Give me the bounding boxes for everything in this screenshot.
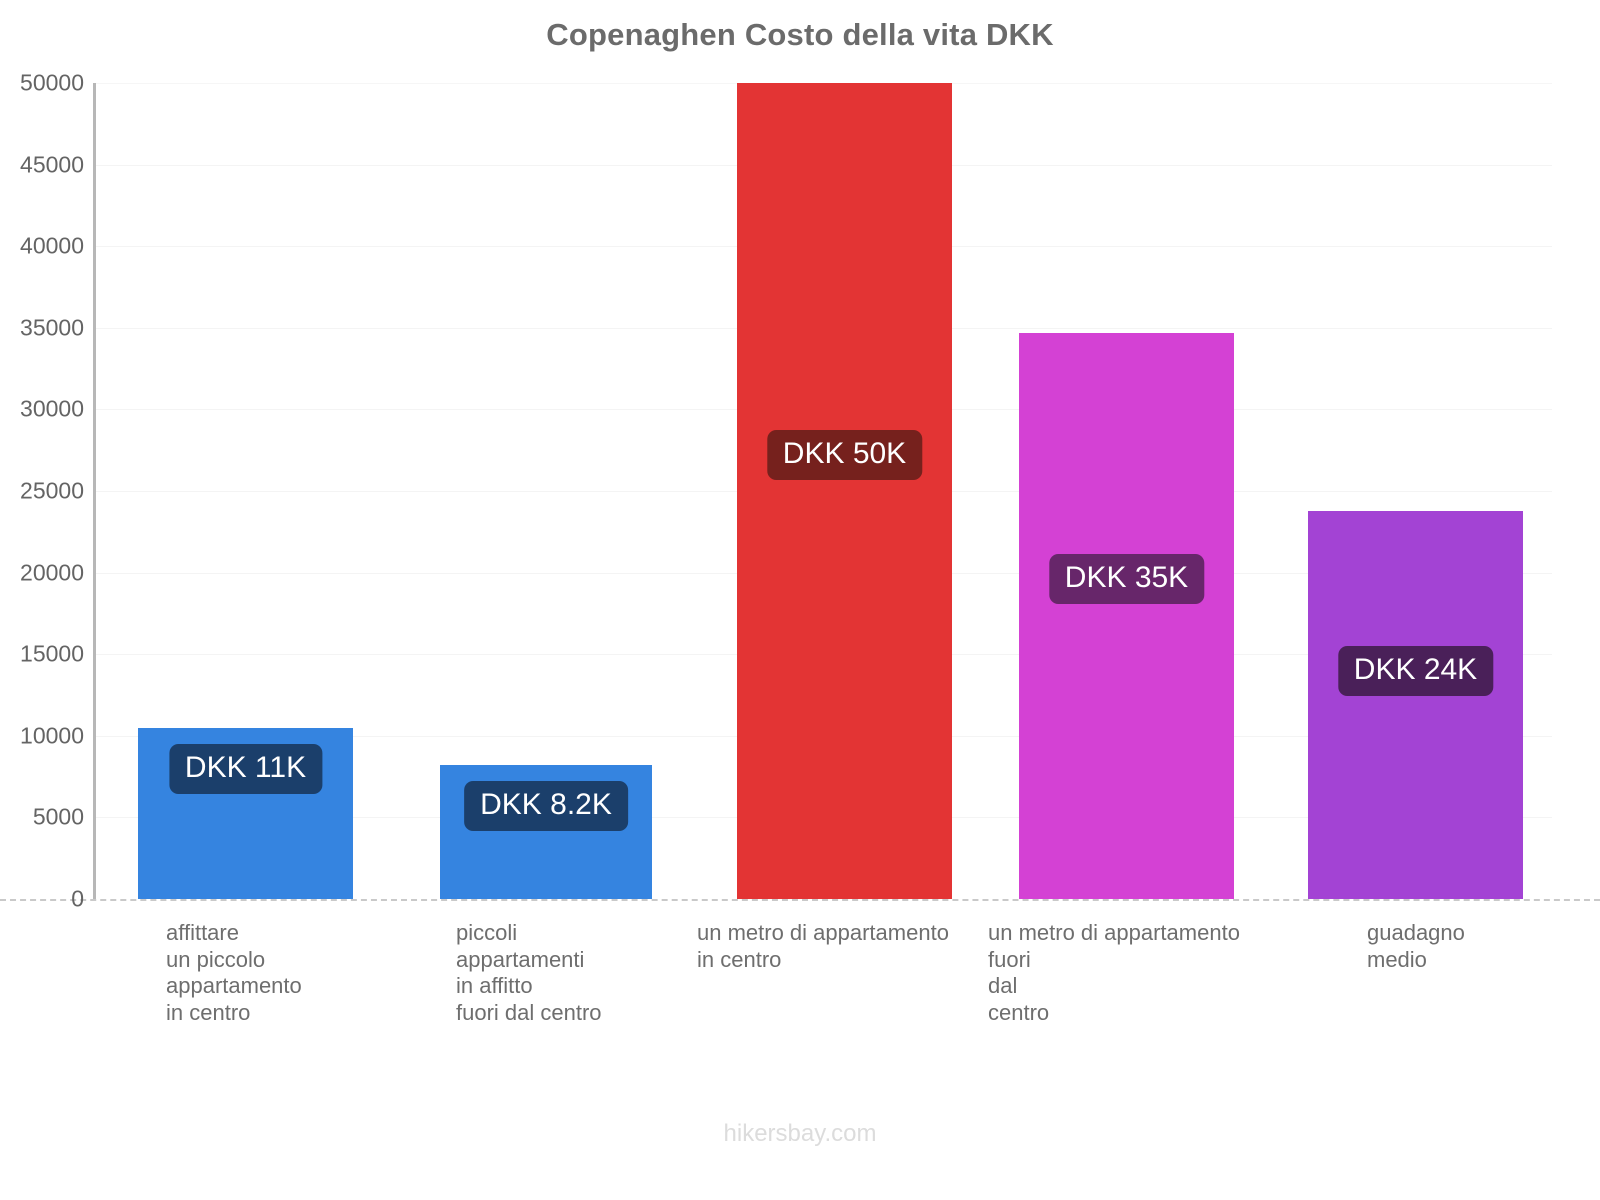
bar-value-label: DKK 8.2K: [464, 781, 628, 831]
y-axis-tick-label: 45000: [20, 151, 84, 178]
y-axis-tick-label: 10000: [20, 722, 84, 749]
bar-value-label: DKK 24K: [1337, 646, 1494, 696]
bar[interactable]: DKK 8.2K: [440, 765, 652, 899]
y-axis-tick-label: 50000: [20, 69, 84, 96]
y-axis-tick-label: 40000: [20, 232, 84, 259]
page-title: Copenaghen Costo della vita DKK: [546, 17, 1054, 52]
y-axis-tick-label: 35000: [20, 314, 84, 341]
bar[interactable]: DKK 35K: [1019, 332, 1234, 899]
bar-value-label: DKK 35K: [1048, 554, 1205, 604]
plot-area: DKK 11K DKK 8.2K DKK 50K DKK 35K DKK 24K: [96, 83, 1552, 899]
x-axis-category-label: affittare un piccolo appartamento in cen…: [166, 920, 302, 1025]
bar[interactable]: DKK 50K: [737, 83, 952, 899]
y-axis-tick-label: 30000: [20, 395, 84, 422]
x-axis-category-label: un metro di appartamento fuori dal centr…: [988, 920, 1240, 1025]
y-axis-tick-label: 0: [71, 885, 84, 912]
bar-value-label: DKK 50K: [766, 430, 923, 480]
footer-watermark: hikersbay.com: [723, 1120, 877, 1147]
y-axis-tick-label: 5000: [32, 803, 84, 830]
bar-value-label: DKK 11K: [168, 744, 323, 794]
x-axis-line: [0, 899, 1600, 903]
bar[interactable]: DKK 24K: [1308, 510, 1523, 899]
x-axis-category-label: un metro di appartamento in centro: [697, 920, 949, 972]
y-axis-tick-label: 15000: [20, 640, 84, 667]
x-axis-category-label: piccoli appartamenti in affitto fuori da…: [456, 920, 602, 1025]
x-axis-category-label: guadagno medio: [1367, 920, 1465, 972]
y-axis-tick-label: 25000: [20, 477, 84, 504]
y-axis-line: [93, 83, 96, 900]
bar[interactable]: DKK 11K: [138, 727, 353, 899]
y-axis-tick-label: 20000: [20, 559, 84, 586]
